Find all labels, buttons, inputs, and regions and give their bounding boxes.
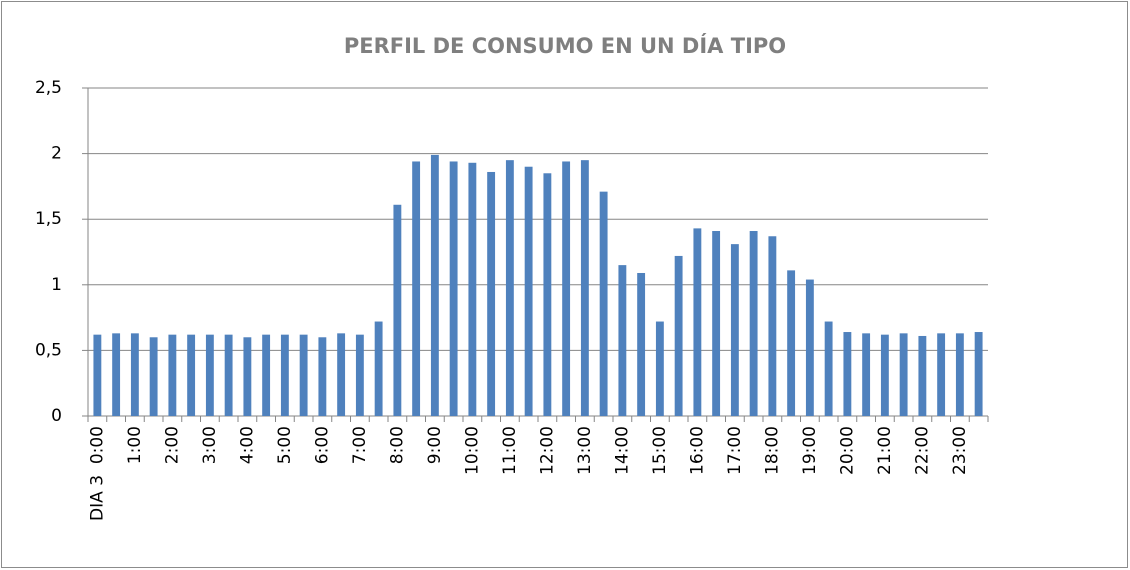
bar [618, 265, 627, 416]
x-tick-label: 19:00 [800, 426, 820, 475]
bar [655, 321, 664, 416]
bar [749, 231, 758, 416]
bar [112, 333, 121, 416]
bar [599, 191, 608, 416]
x-tick-label: DIA 3 0:00 [87, 426, 107, 521]
x-tick-label: 2:00 [162, 426, 182, 464]
bar [355, 334, 364, 416]
bar [693, 228, 702, 416]
x-tick-label: 1:00 [125, 426, 145, 464]
bar [187, 334, 196, 416]
bar [243, 337, 252, 416]
x-tick-label: 23:00 [950, 426, 970, 475]
bar [899, 333, 908, 416]
bar [337, 333, 346, 416]
x-tick-label: 12:00 [537, 426, 557, 475]
x-tick-label: 11:00 [500, 426, 520, 475]
y-tick-label: 1 [51, 275, 62, 295]
chart-title: PERFIL DE CONSUMO EN UN DÍA TIPO [344, 33, 786, 58]
bar [824, 321, 833, 416]
bar [880, 334, 889, 416]
bar [637, 272, 646, 416]
x-tick-label: 20:00 [837, 426, 857, 475]
bar [205, 334, 214, 416]
bar [730, 244, 739, 416]
bar [130, 333, 139, 416]
bar [393, 204, 402, 416]
bar [768, 236, 777, 416]
x-tick-label: 10:00 [462, 426, 482, 475]
x-tick-label: 21:00 [875, 426, 895, 475]
x-tick-label: 22:00 [912, 426, 932, 475]
bar [280, 334, 289, 416]
bar [580, 160, 589, 416]
x-tick-label: 15:00 [650, 426, 670, 475]
bar [955, 333, 964, 416]
bar [430, 154, 439, 417]
bar [412, 161, 421, 416]
x-tick-label: 13:00 [575, 426, 595, 475]
bar [974, 332, 983, 416]
bar [524, 166, 533, 416]
bar [318, 337, 327, 416]
x-tick-label: 18:00 [762, 426, 782, 475]
bar [505, 160, 514, 416]
x-tick-label: 9:00 [425, 426, 445, 464]
bar [712, 231, 721, 416]
x-tick-label: 7:00 [350, 426, 370, 464]
x-tick-label: 16:00 [687, 426, 707, 475]
bar [843, 332, 852, 416]
bar [543, 173, 552, 416]
bar [449, 161, 458, 416]
x-tick-label: 3:00 [200, 426, 220, 464]
bar [374, 321, 383, 416]
bar [487, 171, 496, 416]
bar [262, 334, 271, 416]
x-tick-label: 14:00 [612, 426, 632, 475]
x-tick-label: 8:00 [387, 426, 407, 464]
bar [918, 335, 927, 416]
x-tick-label: 5:00 [275, 426, 295, 464]
bar [299, 334, 308, 416]
x-tick-label: 6:00 [312, 426, 332, 464]
bar [862, 333, 871, 416]
bar [937, 333, 946, 416]
bar [224, 334, 233, 416]
bar [93, 334, 102, 416]
y-tick-label: 1,5 [35, 209, 62, 229]
x-tick-label: 4:00 [237, 426, 257, 464]
y-tick-label: 0,5 [35, 340, 62, 360]
y-tick-label: 2 [51, 144, 62, 164]
bar [805, 279, 814, 416]
bar [168, 334, 177, 416]
y-tick-label: 0 [51, 406, 62, 426]
y-tick-label: 2,5 [35, 78, 62, 98]
bar [562, 161, 571, 416]
bar [787, 270, 796, 416]
bar [674, 255, 683, 416]
bar [468, 162, 477, 416]
x-tick-label: 17:00 [725, 426, 745, 475]
bar [149, 337, 158, 416]
